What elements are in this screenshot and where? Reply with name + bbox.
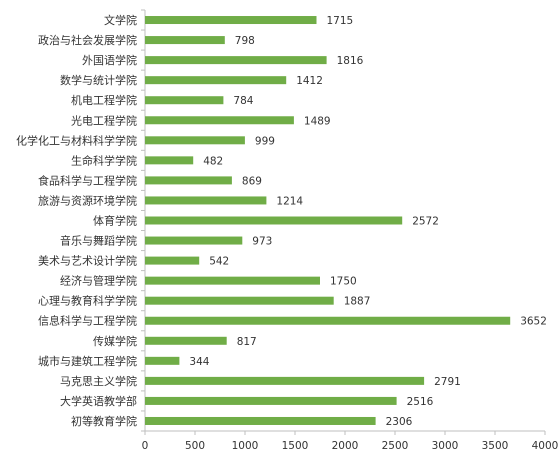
category-label: 化学化工与材料科学学院 [16, 133, 137, 147]
category-label: 机电工程学院 [71, 93, 137, 107]
value-label: 2516 [407, 396, 434, 408]
value-label: 1214 [276, 195, 303, 207]
category-label: 马克思主义学院 [60, 374, 137, 388]
category-label: 城市与建筑工程学院 [38, 354, 137, 368]
bar [145, 56, 327, 65]
value-label: 973 [252, 236, 272, 248]
bar [145, 356, 180, 365]
category-label: 传媒学院 [93, 334, 137, 348]
bar [145, 76, 287, 85]
x-tick-label: 3500 [482, 440, 509, 452]
x-tick-label: 2000 [332, 440, 359, 452]
bar [145, 116, 294, 125]
x-tick-label: 1500 [282, 440, 309, 452]
value-label: 784 [233, 95, 253, 107]
x-tick-label: 1000 [232, 440, 259, 452]
bars-group [145, 16, 511, 425]
bar [145, 196, 267, 205]
bar [145, 316, 511, 325]
value-label: 542 [209, 256, 229, 268]
bar [145, 376, 425, 385]
category-label: 政治与社会发展学院 [38, 33, 137, 47]
category-labels-group: 文学院政治与社会发展学院外国语学院数学与统计学院机电工程学院光电工程学院化学化工… [16, 13, 137, 428]
bar [145, 136, 245, 145]
category-label: 文学院 [104, 13, 137, 27]
value-label: 482 [203, 155, 223, 167]
x-tick-label: 500 [185, 440, 205, 452]
bar [145, 96, 224, 105]
value-label: 1489 [304, 115, 331, 127]
category-label: 初等教育学院 [71, 414, 137, 428]
value-label: 1750 [330, 276, 357, 288]
category-label: 美术与艺术设计学院 [38, 254, 137, 268]
value-label: 1816 [337, 55, 364, 67]
category-label: 数学与统计学院 [60, 73, 137, 87]
bar [145, 156, 194, 165]
bar [145, 296, 334, 305]
x-ticks-group: 0 500 1000 1500 2000 2500 3000 3500 4000 [141, 9, 559, 452]
value-label: 999 [255, 135, 275, 147]
value-label: 344 [189, 356, 209, 368]
category-label: 心理与教育科学学院 [38, 294, 137, 308]
category-label: 音乐与舞蹈学院 [60, 234, 137, 248]
value-label: 2572 [412, 216, 439, 228]
value-label: 1715 [327, 15, 354, 27]
bar [145, 236, 243, 245]
value-label: 1412 [296, 75, 323, 87]
bar [145, 256, 200, 265]
bar [145, 416, 376, 425]
bar [145, 396, 397, 405]
category-label: 外国语学院 [82, 53, 137, 67]
category-label: 体育学院 [93, 214, 137, 228]
category-label: 大学英语教学部 [60, 394, 137, 408]
category-label: 光电工程学院 [71, 113, 137, 127]
bar [145, 16, 317, 25]
value-label: 2791 [434, 376, 461, 388]
bar [145, 216, 403, 225]
category-label: 旅游与资源环境学院 [38, 193, 137, 207]
value-label: 1887 [344, 296, 371, 308]
category-label: 生命科学学院 [71, 153, 137, 167]
value-labels-group: 1715 798 1816 1412 784 1489 999 482 869 1214 2572 9… [189, 15, 547, 428]
value-label: 3652 [520, 316, 547, 328]
bar [145, 36, 225, 45]
x-tick-label: 3000 [432, 440, 459, 452]
bar [145, 276, 320, 285]
category-label: 经济与管理学院 [60, 274, 137, 288]
value-label: 817 [237, 336, 257, 348]
x-tick-label: 4000 [532, 440, 559, 452]
category-label: 信息科学与工程学院 [38, 314, 137, 328]
value-label: 869 [242, 175, 262, 187]
value-label: 798 [235, 35, 255, 47]
x-tick-label: 2500 [382, 440, 409, 452]
x-tick-label: 0 [142, 440, 149, 452]
bar [145, 336, 227, 345]
value-label: 2306 [386, 416, 413, 428]
category-label: 食品科学与工程学院 [38, 173, 137, 187]
bar [145, 176, 232, 185]
